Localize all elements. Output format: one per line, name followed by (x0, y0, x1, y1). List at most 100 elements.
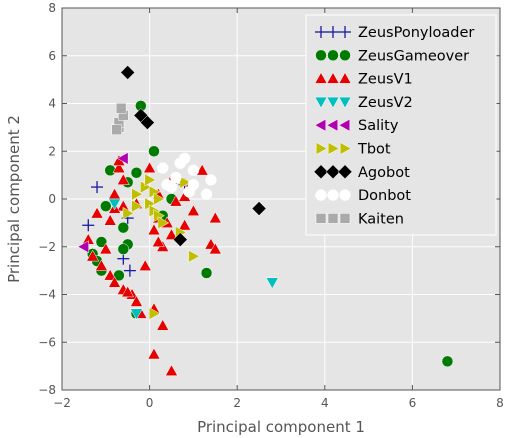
series-donbot (156, 152, 217, 200)
data-point (91, 181, 104, 194)
legend-item: ZeusGameover (315, 48, 469, 64)
series-zeusv1 (81, 154, 222, 376)
data-point (170, 171, 182, 184)
y-tick-label: 4 (48, 97, 56, 111)
legend-label: Donbot (358, 188, 411, 204)
data-point (179, 175, 192, 189)
data-point (120, 65, 136, 80)
data-point (208, 211, 222, 224)
series-agobot (120, 65, 267, 247)
legend-marker (326, 96, 340, 109)
legend-marker (337, 164, 353, 180)
legend-marker (314, 118, 327, 132)
data-point (86, 249, 100, 262)
legend-marker (314, 72, 328, 84)
data-point (265, 277, 279, 290)
y-tick-label: −8 (38, 383, 56, 397)
data-point (123, 264, 136, 277)
legend-marker (313, 164, 329, 180)
x-axis-label: Principal component 1 (197, 418, 365, 436)
legend-marker (339, 26, 351, 38)
data-point (178, 218, 192, 231)
data-point (148, 307, 161, 321)
legend-marker (315, 26, 327, 38)
x-tick-label: 0 (146, 396, 154, 410)
data-point (200, 188, 213, 200)
legend-marker (338, 118, 351, 132)
data-point (116, 151, 129, 165)
y-axis-label: Principal component 2 (5, 115, 23, 283)
data-point (117, 221, 130, 234)
legend-label: Agobot (358, 165, 410, 181)
legend-marker (315, 213, 327, 224)
data-point (200, 267, 213, 279)
data-point (183, 186, 195, 198)
x-tick-label: −2 (53, 396, 71, 410)
legend-marker (326, 72, 340, 84)
data-point (205, 174, 217, 186)
legend-marker (327, 142, 340, 155)
legend-item: Donbot (315, 188, 411, 204)
data-point (172, 232, 188, 247)
data-point (95, 236, 108, 248)
data-point (441, 355, 454, 368)
data-point (99, 242, 113, 255)
data-point (195, 163, 209, 176)
legend-marker (339, 142, 352, 155)
legend-marker (339, 189, 351, 201)
data-point (103, 268, 117, 281)
data-point (153, 192, 165, 206)
data-point (208, 242, 222, 255)
y-tick-label: 8 (48, 1, 56, 15)
data-point (108, 198, 121, 211)
data-point (94, 259, 108, 271)
data-point (165, 228, 178, 240)
data-point (140, 115, 155, 130)
y-tick-label: 6 (48, 49, 56, 63)
y-tick-label: −6 (38, 335, 56, 349)
legend-label: ZeusV2 (358, 95, 413, 111)
data-point (82, 219, 95, 232)
data-point (103, 213, 117, 226)
data-point (115, 103, 127, 114)
data-point (157, 216, 170, 230)
series-sality (77, 151, 129, 254)
data-point (186, 204, 200, 216)
series-zeusponyloader (82, 178, 191, 277)
legend-item: ZeusV2 (314, 95, 413, 111)
data-point (130, 295, 143, 307)
legend-item: Kaiten (315, 211, 404, 227)
legend-item: Agobot (313, 164, 410, 181)
legend-marker (327, 213, 339, 224)
legend-marker (315, 142, 328, 155)
data-point (151, 235, 165, 248)
data-point (130, 166, 143, 179)
data-point (187, 164, 200, 177)
x-tick-label: 2 (233, 396, 241, 410)
data-point (100, 200, 112, 212)
y-tick-label: 0 (48, 192, 56, 206)
legend-item: Tbot (315, 142, 391, 158)
legend-marker (315, 189, 327, 201)
legend-marker (327, 49, 339, 62)
y-tick-label: 2 (48, 144, 56, 158)
data-point (178, 152, 191, 165)
data-point (130, 308, 143, 321)
x-tick-label: 6 (409, 396, 417, 410)
data-point (188, 249, 200, 263)
legend-marker (314, 96, 328, 109)
data-point (251, 201, 267, 216)
x-tick-label: 4 (321, 396, 329, 410)
legend-marker (338, 72, 352, 84)
legend-marker (325, 164, 341, 180)
data-point (144, 173, 157, 187)
data-point (116, 173, 130, 185)
data-point (156, 162, 169, 174)
legend-marker (327, 189, 339, 201)
data-point (156, 319, 170, 331)
data-point (165, 364, 178, 376)
data-point (90, 206, 104, 219)
legend-item: Sality (314, 118, 399, 134)
